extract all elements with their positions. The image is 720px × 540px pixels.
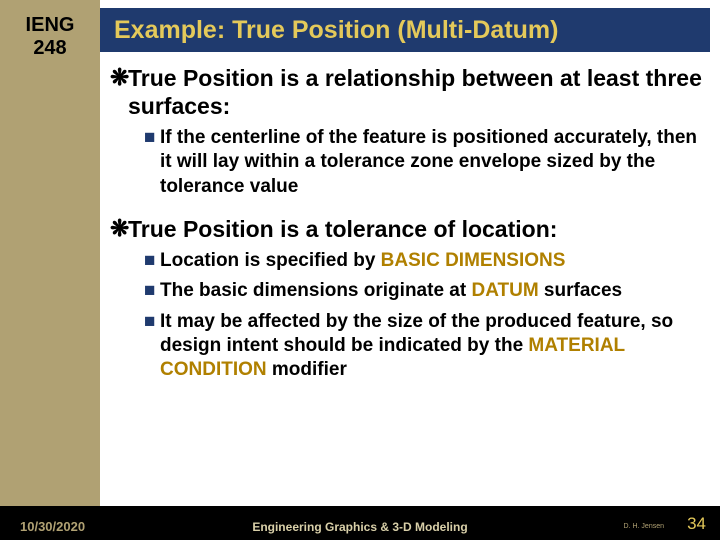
- course-number: 248: [33, 37, 66, 59]
- text-run: surfaces: [539, 280, 622, 301]
- footer-author: D. H. Jensen: [624, 523, 664, 530]
- highlight-text: BASIC DIMENSIONS: [381, 250, 566, 271]
- sidebar: [0, 0, 100, 540]
- bullet-level2: ■ Location is specified by BASIC DIMENSI…: [144, 249, 710, 273]
- bullet-text: True Position is a relationship between …: [128, 64, 710, 120]
- text-run: modifier: [267, 359, 347, 380]
- title-bar: Example: True Position (Multi-Datum): [100, 8, 710, 52]
- bullet-level2: ■ If the centerline of the feature is po…: [144, 126, 710, 199]
- highlight-text: DATUM: [471, 280, 538, 301]
- footer-course-title: Engineering Graphics & 3-D Modeling: [0, 520, 720, 534]
- square-bullet-icon: ■: [144, 279, 160, 303]
- square-bullet-icon: ■: [144, 249, 160, 273]
- bullet-text: The basic dimensions originate at DATUM …: [160, 279, 622, 303]
- bullet-level2: ■ The basic dimensions originate at DATU…: [144, 279, 710, 303]
- bullet-level1: ❋ True Position is a tolerance of locati…: [110, 215, 710, 243]
- bullet-text: Location is specified by BASIC DIMENSION…: [160, 249, 565, 273]
- bullet-text: True Position is a tolerance of location…: [128, 215, 557, 243]
- square-bullet-icon: ■: [144, 310, 160, 334]
- course-prefix: IENG: [26, 14, 75, 36]
- bullet-text: If the centerline of the feature is posi…: [160, 126, 710, 199]
- footer-page-number: 34: [687, 514, 706, 534]
- slide-content: ❋ True Position is a relationship betwee…: [110, 64, 710, 389]
- text-run: Location is specified by: [160, 250, 381, 271]
- bullet-level1: ❋ True Position is a relationship betwee…: [110, 64, 710, 120]
- bullet-level2: ■ It may be affected by the size of the …: [144, 310, 710, 383]
- text-run: The basic dimensions originate at: [160, 280, 471, 301]
- course-code: IENG 248: [0, 14, 100, 60]
- bullet-text: It may be affected by the size of the pr…: [160, 310, 710, 383]
- gear-bullet-icon: ❋: [110, 64, 128, 92]
- square-bullet-icon: ■: [144, 126, 160, 150]
- slide-title: Example: True Position (Multi-Datum): [114, 16, 558, 45]
- gear-bullet-icon: ❋: [110, 215, 128, 243]
